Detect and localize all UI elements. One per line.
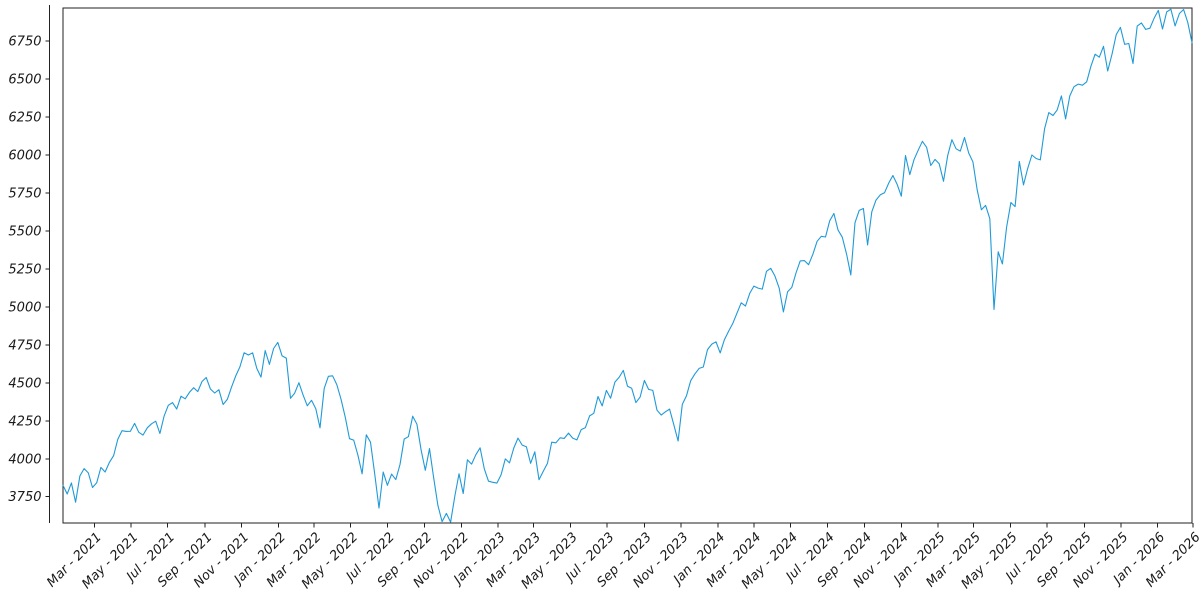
y-tick-label: 5500 — [8, 224, 41, 239]
y-tick-label: 5750 — [8, 186, 41, 201]
y-tick-label: 6750 — [8, 35, 41, 50]
price-line-series — [62, 8, 1193, 523]
y-tick-label: 6000 — [8, 149, 41, 164]
plot-border — [62, 7, 1193, 524]
y-tick-label: 4500 — [8, 376, 41, 391]
y-tick-label: 6500 — [8, 73, 41, 88]
y-tick-label: 6250 — [8, 111, 41, 126]
y-tick-label: 5250 — [8, 262, 41, 277]
y-tick-label: 3750 — [8, 490, 41, 505]
y-tick-label: 5000 — [8, 300, 41, 315]
y-tick-label: 4750 — [8, 338, 41, 353]
y-tick-label: 4250 — [8, 414, 41, 429]
y-tick-label: 4000 — [8, 452, 41, 467]
